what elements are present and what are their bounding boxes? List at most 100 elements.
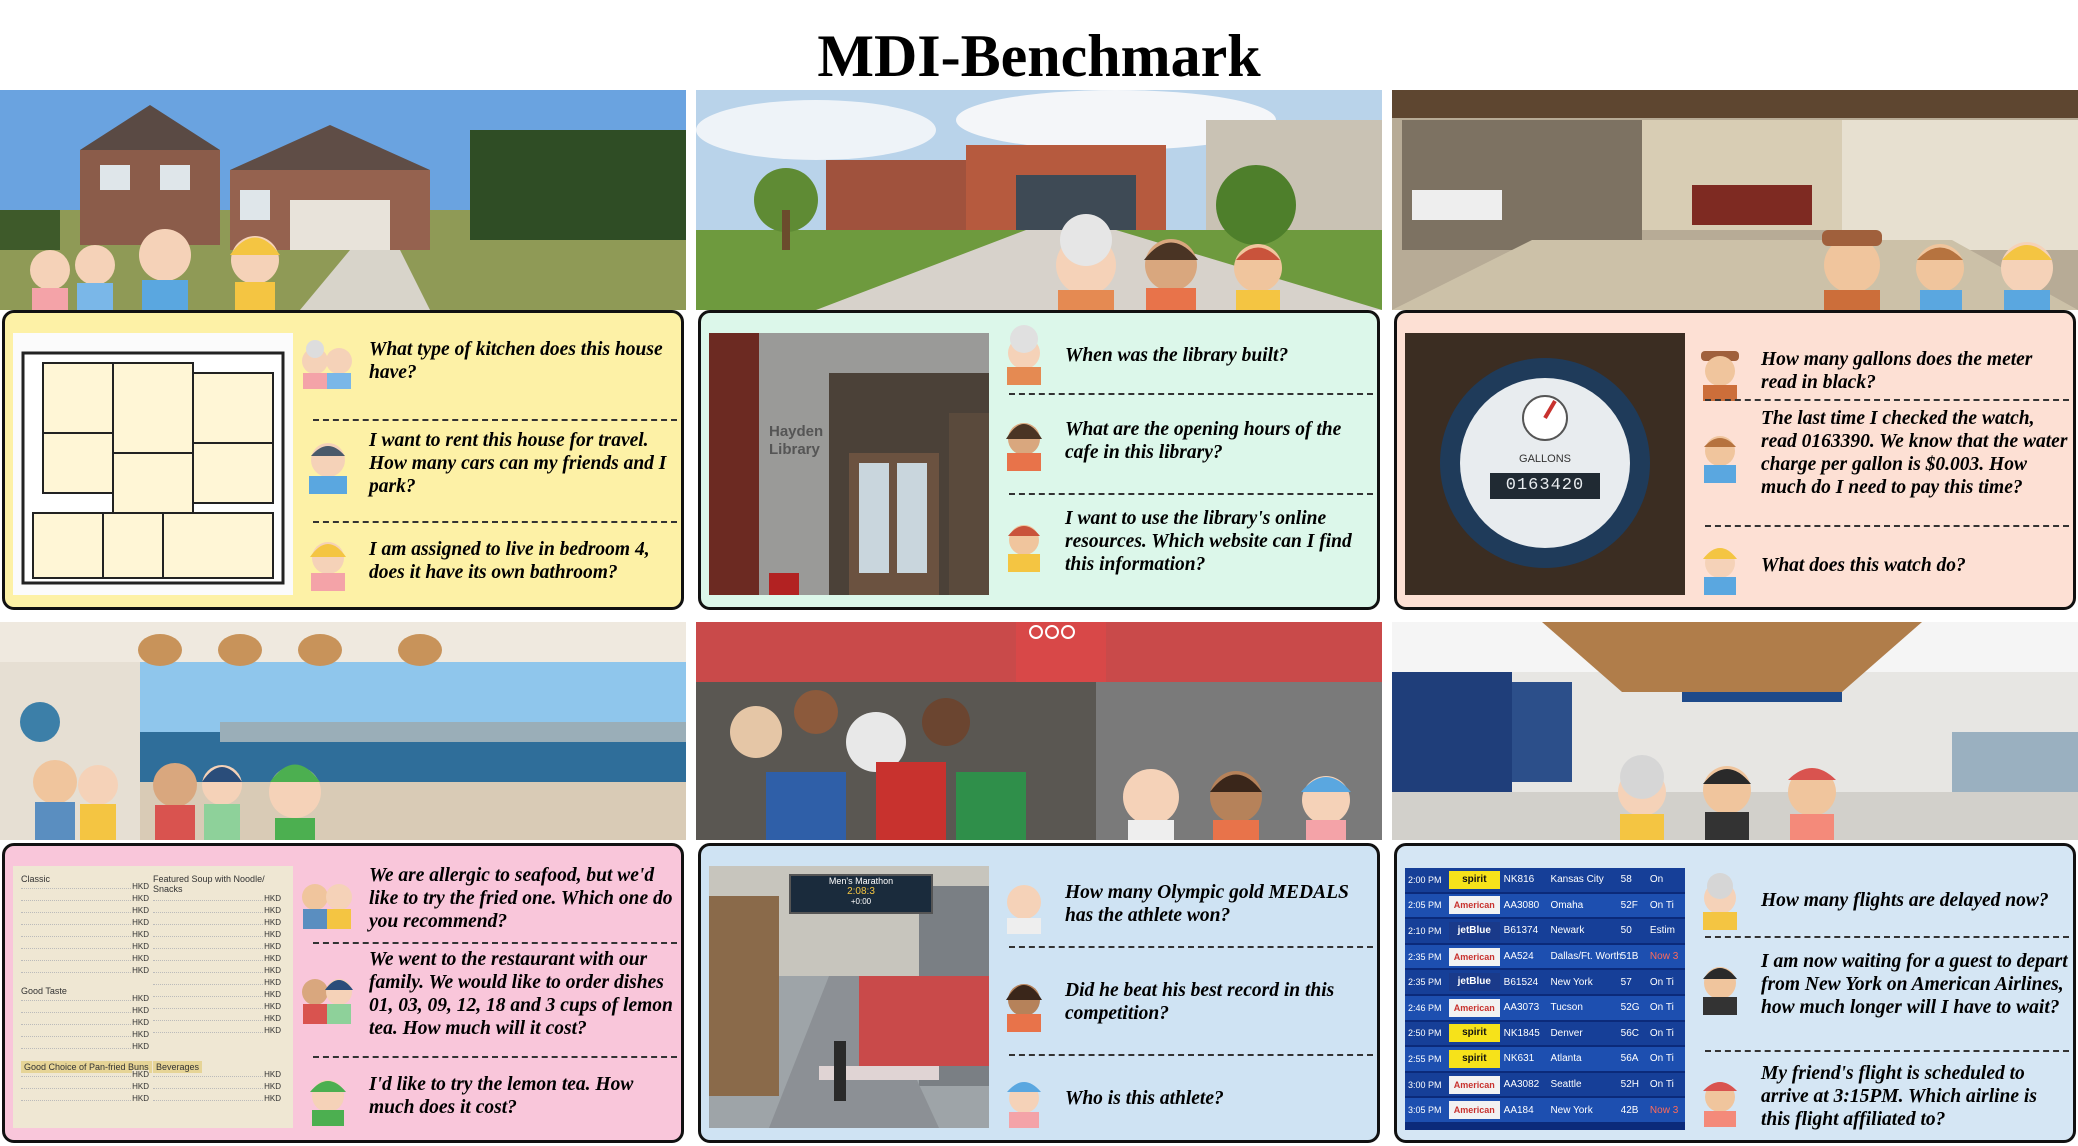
menu-price: HKD xyxy=(264,942,281,951)
flight-city: Newark xyxy=(1550,925,1585,937)
flight-status: On Ti xyxy=(1649,1002,1674,1014)
menu-row: HKD xyxy=(21,954,149,963)
question-item: What type of kitchen does this house hav… xyxy=(297,331,679,391)
water-meter-image: GALLONS 0163420 xyxy=(1405,333,1685,595)
question-text: How many gallons does the meter read in … xyxy=(1761,349,2033,393)
flight-city: Tucson xyxy=(1550,1002,1583,1014)
elderly-couple-avatar-icon xyxy=(297,331,359,391)
menu-price: HKD xyxy=(132,966,149,975)
menu-price: HKD xyxy=(132,1042,149,1051)
menu-price: HKD xyxy=(264,1026,281,1035)
flight-gate: 58 xyxy=(1620,874,1632,886)
airline-logo: American xyxy=(1448,947,1500,966)
flight-number: NK1845 xyxy=(1503,1027,1540,1039)
menu-price: HKD xyxy=(264,894,281,903)
airline-logo: American xyxy=(1448,1101,1500,1120)
flight-status: Now 3 xyxy=(1649,1104,1679,1116)
grandmother-avatar-icon xyxy=(993,325,1055,385)
question-item: How many Olympic gold MEDALS has the ath… xyxy=(993,874,1375,934)
question-text: I'd like to try the lemon tea. How much … xyxy=(369,1074,634,1118)
flight-row: 3:00 PM American AA3082 Seattle 52H On Ti xyxy=(1405,1072,1685,1097)
menu-row: HKD xyxy=(21,1018,149,1027)
menu-row: HKD xyxy=(153,930,281,939)
question-item: My friend's flight is scheduled to arriv… xyxy=(1689,1062,2071,1131)
question-text: We are allergic to seafood, but we'd lik… xyxy=(369,865,673,932)
flight-time: 3:05 PM xyxy=(1408,1105,1442,1116)
flight-number: AA184 xyxy=(1503,1104,1534,1116)
flight-row: 2:00 PM spirit NK816 Kansas City 58 On xyxy=(1405,868,1685,892)
menu-heading: Classic xyxy=(21,874,51,884)
flight-row: 2:10 PM jetBlue B61374 Newark 50 Estim xyxy=(1405,919,1685,943)
scoreboard-time: 2:08:3 xyxy=(847,886,875,897)
menu-price: HKD xyxy=(264,966,281,975)
flight-city: Denver xyxy=(1550,1027,1583,1039)
menu-row: HKD xyxy=(153,954,281,963)
question-item: I want to use the library's online resou… xyxy=(993,507,1375,576)
flight-city: Omaha xyxy=(1550,899,1584,911)
man-avatar-icon xyxy=(297,434,359,494)
menu-row: HKD xyxy=(21,930,149,939)
menu-price: HKD xyxy=(132,1030,149,1039)
question-text: My friend's flight is scheduled to arriv… xyxy=(1761,1063,2037,1130)
menu-image: Classic Featured Soup with Noodle/ Snack… xyxy=(13,866,293,1128)
divider xyxy=(1705,525,2069,527)
flight-gate: 52G xyxy=(1620,1002,1640,1014)
airline-logo: spirit xyxy=(1448,870,1500,889)
menu-price: HKD xyxy=(132,906,149,915)
flight-gate: 42B xyxy=(1620,1104,1639,1116)
question-text: When was the library built? xyxy=(1065,344,1289,366)
meter-label: GALLONS xyxy=(1519,453,1571,465)
flight-gate: 56C xyxy=(1620,1027,1640,1039)
flight-gate: 57 xyxy=(1620,976,1632,988)
flight-gate: 51B xyxy=(1620,951,1639,963)
menu-price: HKD xyxy=(132,1094,149,1103)
page-title: MDI-Benchmark xyxy=(817,23,1261,89)
flight-row: 2:35 PM American AA524 Dallas/Ft. Worth 51B N… xyxy=(1405,944,1685,969)
menu-row: HKD xyxy=(153,894,281,903)
elderly-couple-avatar-icon xyxy=(297,869,359,929)
question-text: I want to rent this house for travel. Ho… xyxy=(369,430,667,497)
divider xyxy=(1705,936,2069,938)
flight-city: Atlanta xyxy=(1550,1053,1582,1065)
flight-city: New York xyxy=(1550,1104,1593,1116)
question-text: I want to use the library's online resou… xyxy=(1065,508,1352,575)
divider xyxy=(1009,946,1373,948)
menu-row: HKD xyxy=(153,1026,281,1035)
question-text: The last time I checked the watch, read … xyxy=(1761,408,2068,498)
flight-row: 2:55 PM spirit NK631 Atlanta 56A On Ti xyxy=(1405,1047,1685,1071)
scoreboard-diff: +0:00 xyxy=(850,897,872,906)
question-item: When was the library built? xyxy=(993,325,1375,385)
menu-row: HKD xyxy=(21,882,149,891)
flight-time: 2:35 PM xyxy=(1408,977,1442,988)
question-item: We went to the restaurant with our famil… xyxy=(297,948,679,1040)
floor-plan-image xyxy=(13,333,293,595)
menu-row: HKD xyxy=(21,1006,149,1015)
menu-price: HKD xyxy=(264,1002,281,1011)
menu-price: HKD xyxy=(264,990,281,999)
boy-avatar-icon xyxy=(993,512,1055,572)
question-text: Did he beat his best record in this comp… xyxy=(1065,980,1335,1024)
menu-price: HKD xyxy=(132,1018,149,1027)
question-item: The last time I checked the watch, read … xyxy=(1689,407,2071,499)
flight-row: 2:05 PM American AA3080 Omaha 52F On Ti xyxy=(1405,893,1685,918)
menu-row: HKD xyxy=(153,1070,281,1079)
menu-row: HKD xyxy=(153,942,281,951)
menu-price: HKD xyxy=(132,942,149,951)
panel-library-questions: Hayden Library When was the library buil… xyxy=(698,310,1380,610)
flight-time: 2:00 PM xyxy=(1408,874,1442,885)
divider xyxy=(1009,393,1373,395)
flight-city: New York xyxy=(1550,976,1593,988)
menu-row: HKD xyxy=(153,918,281,927)
question-text: How many flights are delayed now? xyxy=(1761,889,2049,911)
qa-list: How many Olympic gold MEDALS has the ath… xyxy=(993,852,1373,1140)
flight-status: Estim xyxy=(1649,925,1675,937)
question-text: We went to the restaurant with our famil… xyxy=(369,949,673,1039)
marathon-finish-image: Men's Marathon 2:08:3 +0:00 xyxy=(709,866,989,1128)
menu-row: HKD xyxy=(21,994,149,1003)
question-item: How many flights are delayed now? xyxy=(1689,870,2071,930)
menu-row: HKD xyxy=(21,1030,149,1039)
question-item: I'd like to try the lemon tea. How much … xyxy=(297,1066,679,1126)
scene-airport xyxy=(1392,622,2078,840)
flight-number: B61374 xyxy=(1503,925,1539,937)
flight-time: 2:46 PM xyxy=(1408,1002,1442,1013)
